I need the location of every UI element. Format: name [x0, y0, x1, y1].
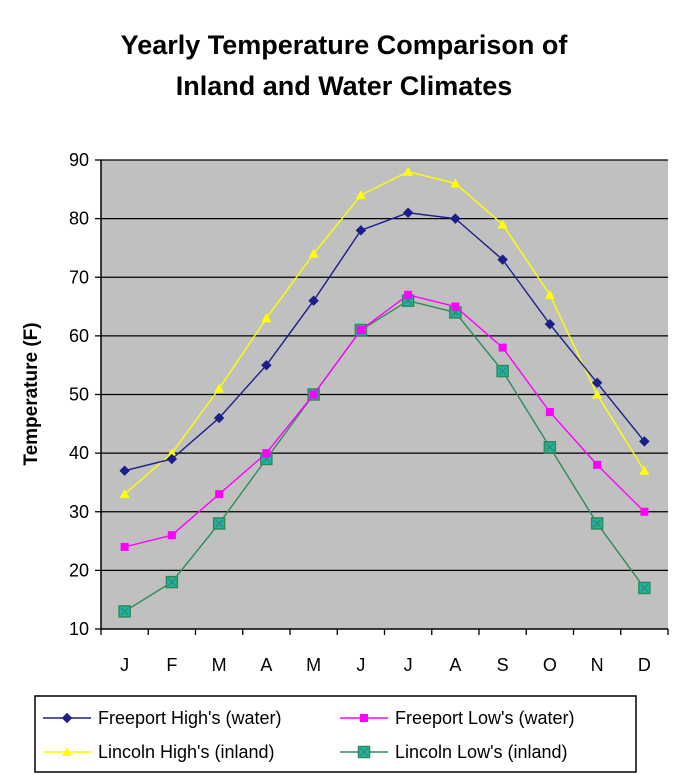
x-tick-label: O — [543, 655, 557, 675]
data-point — [213, 412, 225, 424]
y-tick-label: 10 — [69, 619, 89, 639]
data-point — [591, 377, 603, 388]
legend-item: Lincoln High's (inland) — [43, 742, 275, 762]
data-point — [593, 460, 602, 469]
y-tick-label: 90 — [69, 150, 89, 170]
data-point — [308, 295, 319, 306]
series-line — [124, 212, 645, 472]
series-0 — [119, 207, 650, 476]
data-point — [355, 225, 367, 236]
data-point — [118, 605, 131, 618]
data-point — [590, 517, 604, 530]
data-point — [402, 207, 414, 218]
data-point — [450, 178, 461, 188]
x-tick-label: A — [449, 655, 461, 675]
data-point — [355, 190, 366, 200]
data-point — [165, 575, 179, 589]
series-line — [124, 299, 645, 613]
data-point — [62, 747, 72, 756]
data-point — [640, 507, 649, 516]
data-point — [497, 254, 508, 265]
data-point — [166, 453, 178, 465]
data-point — [356, 326, 365, 335]
data-point — [543, 441, 557, 454]
series-line — [124, 170, 645, 495]
x-tick-label: A — [260, 655, 272, 675]
axes — [95, 159, 669, 635]
series-2 — [119, 166, 650, 499]
legend: Freeport High's (water) Freeport Low's (w… — [34, 695, 637, 773]
legend-label: Freeport Low's (water) — [395, 708, 575, 728]
y-tick-label: 20 — [69, 560, 89, 580]
data-point — [308, 248, 319, 258]
x-tick-label: M — [306, 655, 321, 675]
data-point — [119, 489, 130, 499]
data-point — [404, 290, 413, 299]
x-tick-label: J — [356, 655, 365, 675]
data-point — [309, 390, 318, 399]
x-tick-label: S — [497, 655, 509, 675]
data-point — [592, 389, 603, 399]
y-tick-label: 70 — [69, 267, 89, 287]
legend-label: Freeport High's (water) — [98, 708, 282, 728]
chart-title-line-2: Inland and Water Climates — [176, 71, 513, 101]
y-tick-label: 50 — [69, 385, 89, 405]
series-layer — [118, 166, 651, 618]
data-point — [61, 712, 73, 724]
data-point — [261, 313, 272, 323]
data-point — [215, 490, 224, 499]
x-tick-label: M — [212, 655, 227, 675]
series-line — [124, 294, 645, 548]
y-axis-tick-labels: 10 20 30 40 50 60 70 80 90 — [69, 150, 89, 639]
x-tick-label: J — [120, 655, 129, 675]
chart-title-line-1: Yearly Temperature Comparison of — [121, 30, 569, 60]
data-point — [357, 745, 371, 759]
data-point — [120, 542, 129, 551]
data-point — [498, 343, 507, 352]
gridlines — [101, 159, 668, 572]
data-point — [497, 219, 508, 229]
x-tick-label: N — [591, 655, 604, 675]
y-tick-label: 60 — [69, 326, 89, 346]
data-point — [544, 318, 556, 330]
data-point — [166, 448, 177, 458]
data-point — [450, 213, 461, 224]
series-1 — [120, 290, 649, 551]
data-point — [167, 531, 176, 540]
data-point — [451, 302, 460, 311]
data-point — [639, 465, 650, 475]
y-axis-title: Temperature (F) — [21, 322, 42, 465]
data-point — [638, 581, 651, 595]
data-point — [496, 364, 509, 378]
data-point — [544, 289, 555, 299]
x-tick-label: J — [404, 655, 413, 675]
data-point — [403, 166, 414, 176]
legend-label: Lincoln High's (inland) — [98, 742, 275, 762]
data-point — [261, 359, 272, 371]
data-point — [119, 465, 130, 476]
data-point — [545, 408, 554, 417]
legend-item: Freeport Low's (water) — [340, 708, 575, 728]
y-tick-label: 40 — [69, 443, 89, 463]
legend-item: Freeport High's (water) — [43, 708, 282, 728]
legend-item: Lincoln Low's (inland) — [340, 742, 568, 762]
y-tick-label: 30 — [69, 502, 89, 522]
legend-box — [34, 695, 637, 773]
legend-label: Lincoln Low's (inland) — [395, 742, 568, 762]
data-point — [639, 436, 650, 447]
data-point — [212, 517, 226, 530]
x-tick-label: D — [638, 655, 651, 675]
data-point — [360, 714, 368, 722]
x-tick-label: F — [166, 655, 177, 675]
data-point — [214, 383, 225, 393]
y-tick-label: 80 — [69, 209, 89, 229]
data-point — [262, 449, 271, 458]
